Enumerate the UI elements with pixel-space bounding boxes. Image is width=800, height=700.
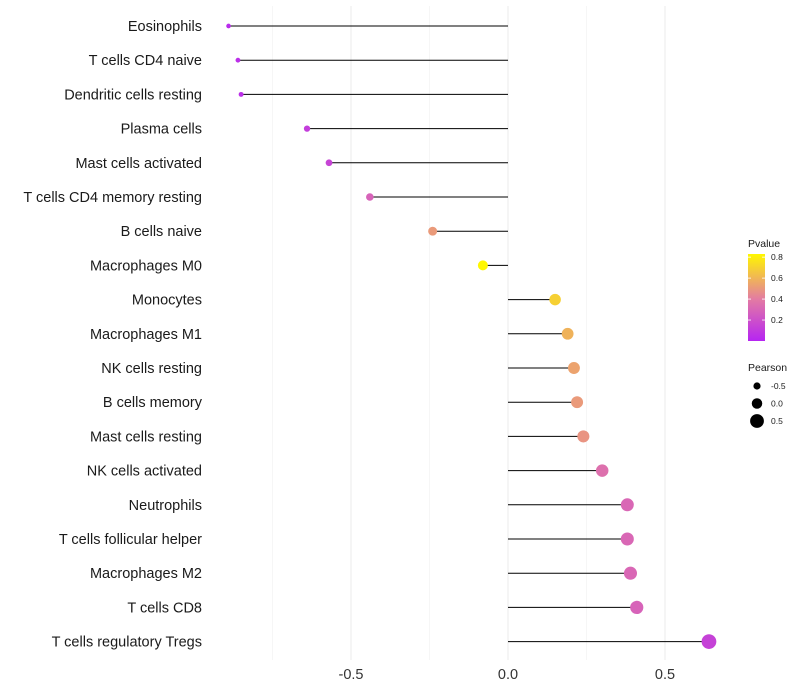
- category-label: B cells memory: [103, 395, 203, 411]
- lollipop-point: [623, 566, 637, 580]
- category-label: Macrophages M2: [90, 566, 202, 582]
- grid-lines: [272, 6, 666, 660]
- category-label: Neutrophils: [129, 498, 202, 514]
- x-tick-labels: -0.5 0.0 0.5: [339, 667, 676, 683]
- lollipop-point: [366, 193, 374, 201]
- lollipop-point: [577, 430, 590, 443]
- x-tick-label: -0.5: [339, 667, 364, 683]
- size-key-dot: [750, 414, 764, 428]
- lollipop-points: [226, 23, 717, 649]
- pvalue-colorbar: [748, 254, 765, 341]
- lollipop-point: [567, 362, 580, 374]
- category-label: T cells regulatory Tregs: [52, 635, 202, 651]
- lollipop-point: [630, 600, 644, 615]
- lollipop-point: [595, 464, 609, 477]
- legend-title-pearson: Pearson: [748, 362, 787, 374]
- category-label: Dendritic cells resting: [64, 87, 202, 103]
- category-label: Macrophages M1: [90, 327, 202, 343]
- lollipop-point: [428, 226, 438, 236]
- category-label: T cells follicular helper: [59, 532, 202, 548]
- lollipop-point: [226, 23, 231, 29]
- category-label: B cells naive: [121, 224, 202, 240]
- lollipop-point: [303, 125, 311, 132]
- category-label: Eosinophils: [128, 19, 202, 35]
- x-tick-label: 0.5: [655, 667, 675, 683]
- lollipop-point: [571, 396, 584, 409]
- category-label: NK cells activated: [87, 464, 202, 480]
- lollipop-point: [701, 634, 717, 649]
- legend: Pvalue 0.8 0.6 0.4 0.2 Pearson -0.5 0.0 0.5: [748, 238, 787, 428]
- colorbar-tick-label: 0.2: [771, 315, 783, 325]
- lollipop-point: [620, 498, 634, 512]
- colorbar-tick-label: 0.8: [771, 252, 783, 262]
- lollipop-point: [561, 327, 574, 340]
- size-key-label: 0.5: [771, 416, 783, 426]
- x-tick-label: 0.0: [498, 667, 518, 683]
- lollipop-point: [477, 260, 488, 271]
- category-label: Macrophages M0: [90, 258, 202, 274]
- category-label: T cells CD8: [127, 600, 202, 616]
- size-key-dot: [753, 382, 761, 390]
- category-label: T cells CD4 naive: [89, 53, 202, 69]
- category-labels: Eosinophils T cells CD4 naive Dendritic ce…: [23, 19, 202, 651]
- lollipop-point: [325, 159, 333, 167]
- category-label: Plasma cells: [121, 122, 202, 138]
- lollipop-point: [235, 57, 241, 63]
- lollipop-point: [620, 532, 634, 546]
- category-label: T cells CD4 memory resting: [23, 190, 202, 206]
- category-label: Monocytes: [132, 293, 202, 309]
- lollipop-stems: [228, 25, 709, 643]
- colorbar-tick-label: 0.4: [771, 294, 783, 304]
- size-key-label: 0.0: [771, 399, 783, 409]
- size-key-label: -0.5: [771, 381, 786, 391]
- category-label: Mast cells resting: [90, 429, 202, 445]
- legend-title-pvalue: Pvalue: [748, 238, 780, 250]
- lollipop-point: [238, 91, 244, 97]
- category-label: Mast cells activated: [75, 156, 202, 172]
- colorbar-tick-label: 0.6: [771, 273, 783, 283]
- category-label: NK cells resting: [101, 361, 202, 377]
- size-key-dot: [751, 398, 763, 409]
- lollipop-point: [549, 293, 561, 306]
